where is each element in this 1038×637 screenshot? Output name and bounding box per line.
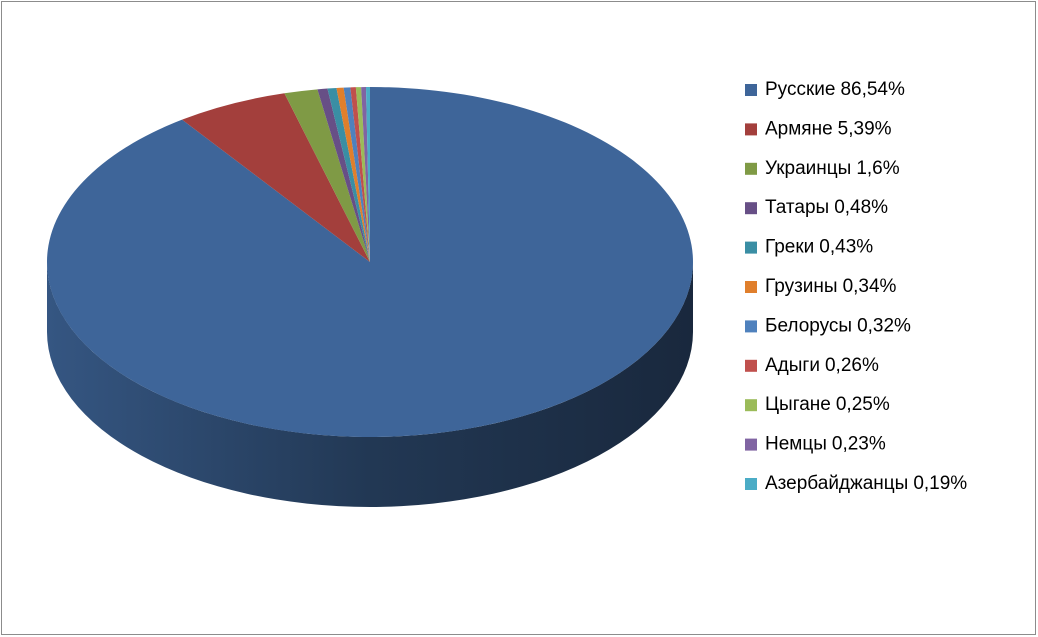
- legend-value: 0,34%: [843, 276, 897, 297]
- pie-slice: [355, 87, 370, 262]
- legend-label: Белорусы 0,32%: [765, 315, 911, 336]
- pie-slice: [182, 93, 370, 262]
- legend-value: 0,23%: [832, 434, 886, 455]
- legend-category: Азербайджанцы: [765, 473, 908, 494]
- legend-value: 0,32%: [857, 315, 911, 336]
- legend-label: Армяне 5,39%: [765, 118, 892, 139]
- legend-label: Азербайджанцы 0,19%: [765, 473, 967, 494]
- legend-label: Адыги 0,26%: [765, 355, 879, 376]
- legend-category: Русские: [765, 79, 835, 100]
- pie-slice: [336, 87, 370, 263]
- legend-swatch: [745, 162, 757, 175]
- legend-value: 0,48%: [834, 197, 888, 218]
- legend-label: Греки 0,43%: [765, 237, 873, 258]
- legend-category: Греки: [765, 237, 814, 258]
- legend-label: Украинцы 1,6%: [765, 158, 900, 179]
- pie-slice: [317, 88, 370, 262]
- legend-category: Грузины: [765, 276, 838, 297]
- legend-swatch: [745, 320, 757, 333]
- legend-value: 5,39%: [838, 118, 892, 139]
- legend-swatch: [745, 241, 757, 254]
- legend-swatch: [745, 359, 757, 372]
- legend-category: Татары: [765, 197, 829, 218]
- legend-category: Немцы: [765, 434, 827, 455]
- legend-swatch: [745, 281, 757, 293]
- pie-slice: [46, 87, 693, 437]
- legend-label: Татары 0,48%: [765, 197, 888, 218]
- legend-swatch: [745, 84, 757, 96]
- legend-label: Немцы 0,23%: [765, 434, 886, 455]
- legend-swatch: [745, 399, 757, 412]
- pie-slice: [327, 87, 370, 263]
- pie-slice: [365, 87, 370, 262]
- legend-value: 1,6%: [856, 158, 899, 179]
- legend-swatch: [745, 478, 757, 490]
- legend-value: 0,43%: [819, 237, 873, 258]
- legend-category: Белорусы: [765, 315, 852, 336]
- legend-swatch: [745, 438, 757, 451]
- legend-category: Армяне: [765, 118, 833, 139]
- slice-side: [47, 262, 693, 507]
- legend-label: Цыгане 0,25%: [765, 394, 890, 415]
- legend-swatch: [745, 123, 757, 136]
- legend-label: Грузины 0,34%: [765, 276, 897, 297]
- legend-value: 0,25%: [836, 394, 890, 415]
- legend-value: 0,19%: [913, 473, 967, 494]
- legend-category: Адыги: [765, 355, 820, 376]
- legend-value: 86,54%: [840, 79, 905, 100]
- legend-value: 0,26%: [825, 355, 879, 376]
- legend-label: Русские 86,54%: [765, 79, 905, 100]
- legend-category: Цыгане: [765, 394, 831, 415]
- legend-swatch: [745, 202, 757, 215]
- pie-slice: [361, 87, 370, 262]
- pie-slice: [343, 87, 370, 262]
- pie-slice: [350, 87, 370, 263]
- pie-slice: [284, 89, 370, 262]
- legend-category: Украинцы: [765, 158, 851, 179]
